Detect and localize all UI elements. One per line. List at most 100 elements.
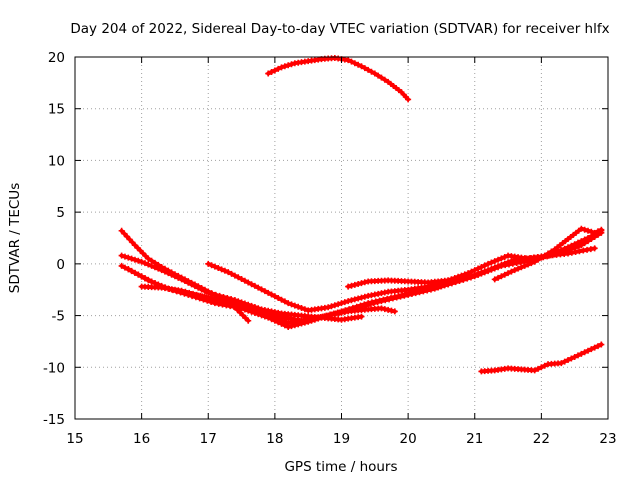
data-point [148, 257, 155, 264]
data-point [371, 70, 378, 77]
data-point [131, 256, 138, 263]
data-point [545, 250, 552, 257]
data-point [451, 275, 458, 282]
data-point [216, 297, 223, 304]
data-point [357, 302, 364, 309]
series-arc-f [205, 227, 605, 314]
data-point [334, 309, 341, 316]
data-point [595, 343, 602, 350]
data-point [491, 276, 498, 283]
data-point [391, 293, 398, 300]
y-tick-label: 15 [48, 102, 65, 118]
y-axis-label: SDTVAR / TECUs [7, 183, 23, 293]
data-point [171, 273, 178, 280]
data-point [141, 260, 148, 267]
data-point [278, 64, 285, 71]
data-point [178, 276, 185, 283]
data-point [215, 264, 222, 271]
data-point [368, 299, 375, 306]
data-point [311, 315, 318, 322]
data-point [548, 248, 555, 255]
data-point [271, 293, 278, 300]
data-point [241, 304, 248, 311]
data-point [361, 65, 368, 72]
data-point [591, 245, 598, 252]
data-point [118, 252, 125, 259]
data-point [353, 303, 360, 310]
data-point [471, 267, 478, 274]
data-point [135, 271, 142, 278]
data-point [295, 303, 302, 310]
data-point [387, 294, 394, 301]
data-point [182, 288, 189, 295]
data-point [281, 298, 288, 305]
data-point [491, 265, 498, 272]
data-point [578, 225, 585, 232]
data-point [188, 281, 195, 288]
data-point [535, 365, 542, 372]
data-point [325, 304, 332, 311]
data-point [125, 254, 132, 261]
data-point [348, 297, 355, 304]
data-point [151, 264, 158, 271]
data-point [361, 293, 368, 300]
series-arc-h [491, 225, 605, 283]
data-point [348, 58, 355, 65]
data-point [485, 268, 492, 275]
data-point [541, 252, 548, 259]
data-point [481, 262, 488, 269]
data-point [345, 298, 352, 305]
data-point [138, 258, 145, 265]
data-point [405, 96, 412, 103]
data-point [378, 74, 385, 81]
x-tick-label: 15 [66, 431, 83, 447]
data-point [255, 309, 262, 316]
data-marks [118, 55, 605, 375]
data-point [581, 349, 588, 356]
data-point [281, 63, 288, 70]
data-point [248, 281, 255, 288]
data-point [251, 282, 258, 289]
y-tick-label: -15 [43, 412, 65, 428]
data-point [191, 283, 198, 290]
data-point [368, 68, 375, 75]
data-point [531, 258, 538, 265]
data-point [581, 226, 588, 233]
data-point [323, 312, 330, 319]
data-point [355, 295, 362, 302]
data-point [238, 303, 245, 310]
data-point [541, 362, 548, 369]
data-point [268, 313, 275, 320]
data-point [211, 263, 218, 270]
data-point [475, 271, 482, 278]
data-point [351, 296, 358, 303]
x-tick-label: 20 [400, 431, 417, 447]
data-point [585, 227, 592, 234]
data-point [265, 289, 272, 296]
data-point [595, 228, 602, 235]
data-point [185, 279, 192, 286]
data-point [335, 301, 342, 308]
data-point [531, 367, 538, 374]
data-point [585, 347, 592, 354]
data-point [228, 270, 235, 277]
data-point [505, 270, 512, 277]
data-point [575, 239, 582, 246]
data-point [558, 360, 565, 367]
x-tick-label: 23 [599, 431, 616, 447]
data-point [591, 344, 598, 351]
series-arc-low-right [478, 341, 605, 375]
data-point [168, 271, 175, 278]
data-point [515, 265, 522, 272]
data-point [376, 297, 383, 304]
data-point [231, 301, 238, 308]
data-point [481, 269, 488, 276]
data-point [501, 271, 508, 278]
data-point [190, 290, 197, 297]
data-point [445, 277, 452, 284]
data-point [365, 300, 372, 307]
data-point [495, 256, 502, 263]
data-point [291, 302, 298, 309]
data-point [358, 294, 365, 301]
data-point [346, 306, 353, 313]
